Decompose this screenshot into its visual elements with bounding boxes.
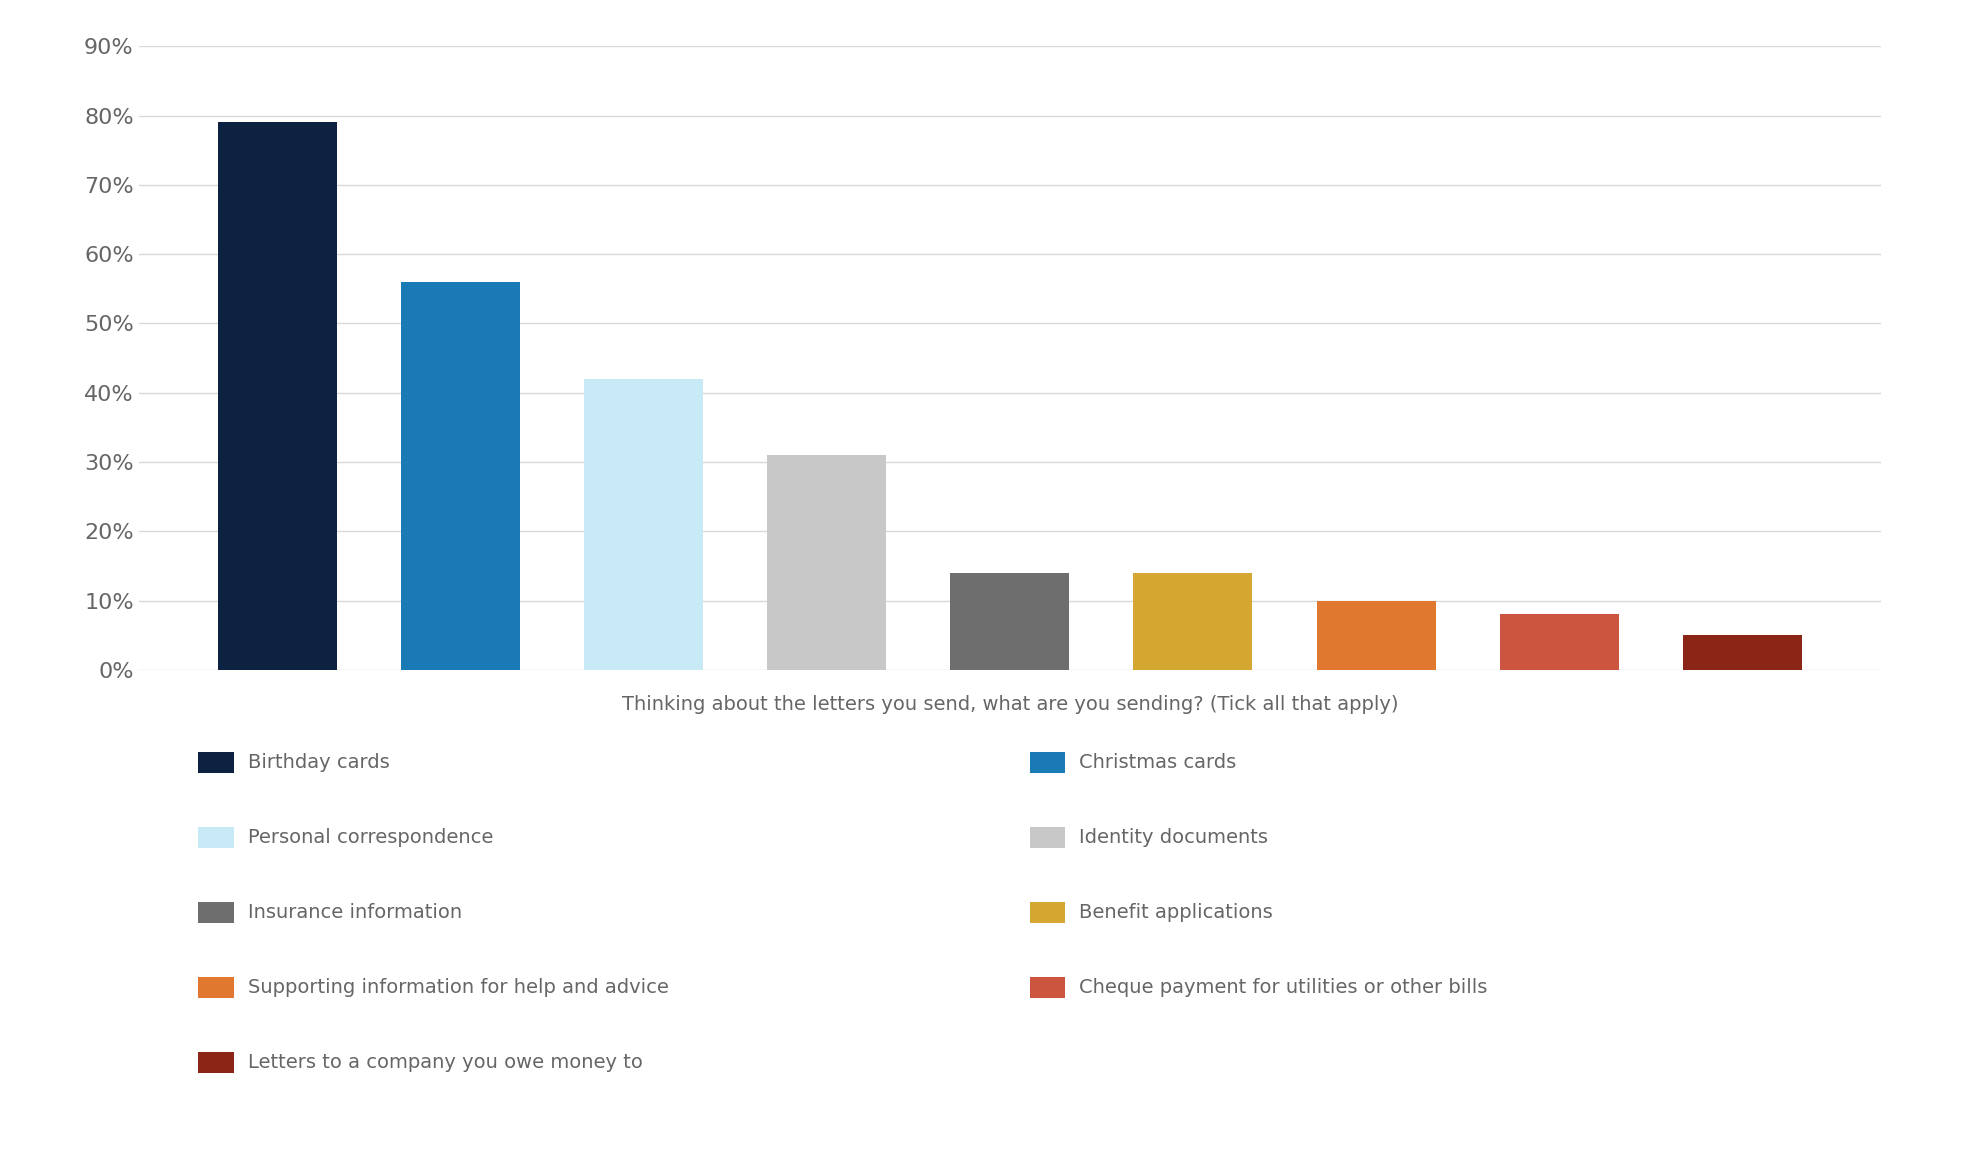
X-axis label: Thinking about the letters you send, what are you sending? (Tick all that apply): Thinking about the letters you send, wha… [622, 695, 1398, 714]
Bar [950, 573, 1069, 670]
Text: Birthday cards: Birthday cards [248, 753, 390, 772]
Text: Letters to a company you owe money to: Letters to a company you owe money to [248, 1053, 642, 1072]
Bar [584, 379, 703, 670]
Bar [218, 122, 337, 670]
Text: Identity documents: Identity documents [1079, 828, 1267, 847]
Bar [1683, 635, 1802, 670]
Text: Personal correspondence: Personal correspondence [248, 828, 493, 847]
Bar [1133, 573, 1253, 670]
Bar [766, 455, 887, 670]
Bar [1499, 614, 1620, 670]
Text: Cheque payment for utilities or other bills: Cheque payment for utilities or other bi… [1079, 978, 1487, 997]
Bar [1317, 601, 1436, 670]
Bar [400, 282, 521, 670]
Text: Christmas cards: Christmas cards [1079, 753, 1236, 772]
Text: Insurance information: Insurance information [248, 903, 461, 922]
Text: Benefit applications: Benefit applications [1079, 903, 1273, 922]
Text: Supporting information for help and advice: Supporting information for help and advi… [248, 978, 669, 997]
